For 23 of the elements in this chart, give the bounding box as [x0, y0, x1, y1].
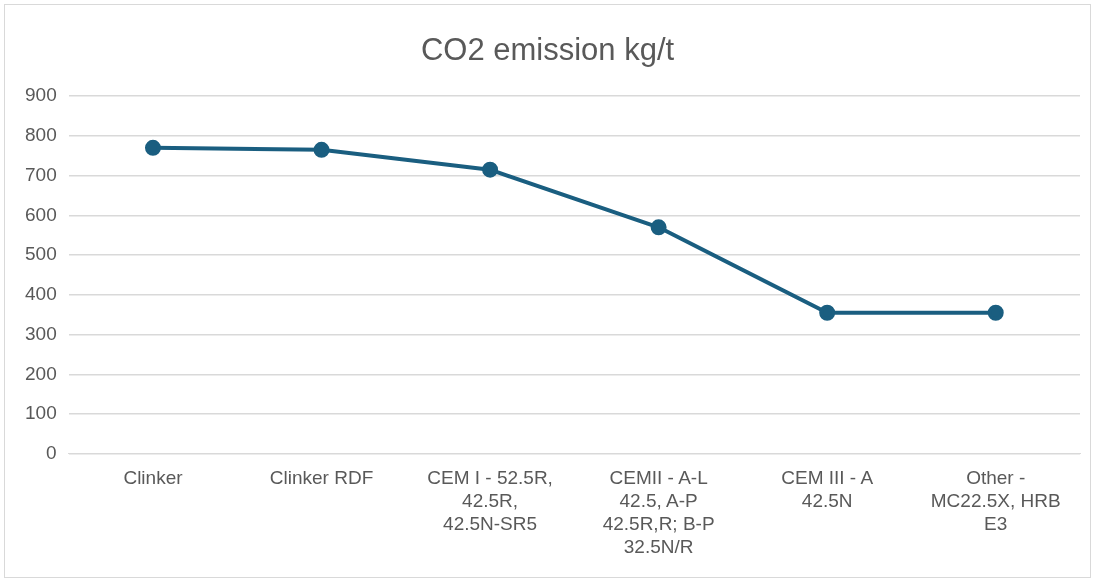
x-tick-label: Clinker RDF [269, 467, 374, 489]
y-tick-label: 0 [46, 442, 57, 464]
y-tick-label: 100 [25, 402, 57, 424]
y-tick-label: 400 [25, 283, 57, 305]
y-tick-label: 700 [25, 163, 57, 185]
x-tick-label: Other - MC22.5X, HRB E3 [930, 467, 1061, 535]
y-tick-label: 200 [25, 362, 57, 384]
point [987, 304, 1004, 321]
x-tick-label: CEMII - A-L 42.5, A-P 42.5R,R; B-P 32.5N/R [602, 467, 715, 557]
point [819, 304, 836, 321]
chart-title: CO2 emission kg/t [420, 32, 675, 68]
y-tick-label: 500 [25, 243, 57, 265]
y-tick-label: 300 [25, 322, 57, 344]
y-tick-label: 800 [25, 124, 57, 146]
point [313, 141, 330, 158]
point [144, 139, 161, 156]
x-tick-label: CEM I - 52.5R, 42.5R, 42.5N-SR5 [427, 467, 553, 535]
x-tick-label: CEM III - A 42.5N [781, 467, 874, 512]
y-tick-label: 900 [25, 84, 57, 106]
x-tick-label: Clinker [123, 467, 184, 489]
point [482, 161, 499, 178]
point [650, 219, 667, 236]
y-tick-label: 600 [25, 203, 57, 225]
